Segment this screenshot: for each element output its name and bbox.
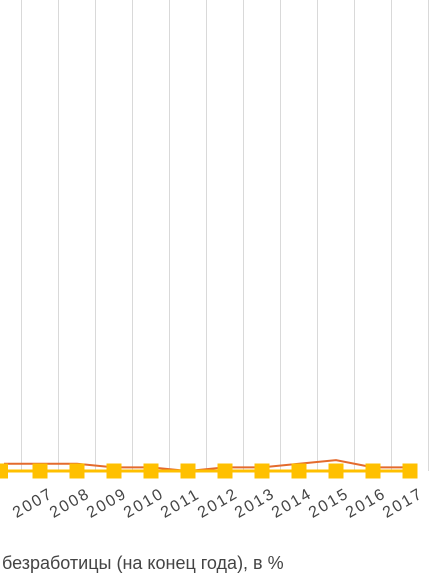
data-point-marker xyxy=(254,463,270,479)
data-point-marker xyxy=(291,463,307,479)
data-point-marker xyxy=(143,463,159,479)
data-point-marker xyxy=(365,463,381,479)
data-point-marker xyxy=(402,463,418,479)
data-point-marker xyxy=(106,463,122,479)
data-point-marker xyxy=(69,463,85,479)
chart-caption: безработицы (на конец года), в % xyxy=(2,553,284,573)
markers xyxy=(0,463,418,479)
gridlines xyxy=(21,0,429,471)
data-point-marker xyxy=(0,463,8,479)
data-point-marker xyxy=(180,463,196,479)
data-point-marker xyxy=(217,463,233,479)
data-point-marker xyxy=(32,463,48,479)
data-point-marker xyxy=(328,463,344,479)
